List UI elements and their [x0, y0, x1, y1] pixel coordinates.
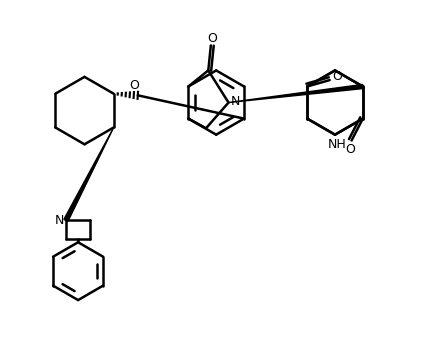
Text: O: O: [345, 143, 355, 156]
Text: N: N: [231, 95, 240, 108]
Text: O: O: [332, 70, 342, 83]
Polygon shape: [229, 84, 363, 103]
Text: NH: NH: [328, 138, 347, 151]
Polygon shape: [64, 128, 114, 221]
Text: O: O: [207, 32, 217, 45]
Text: O: O: [129, 79, 139, 92]
Text: N: N: [55, 214, 64, 227]
